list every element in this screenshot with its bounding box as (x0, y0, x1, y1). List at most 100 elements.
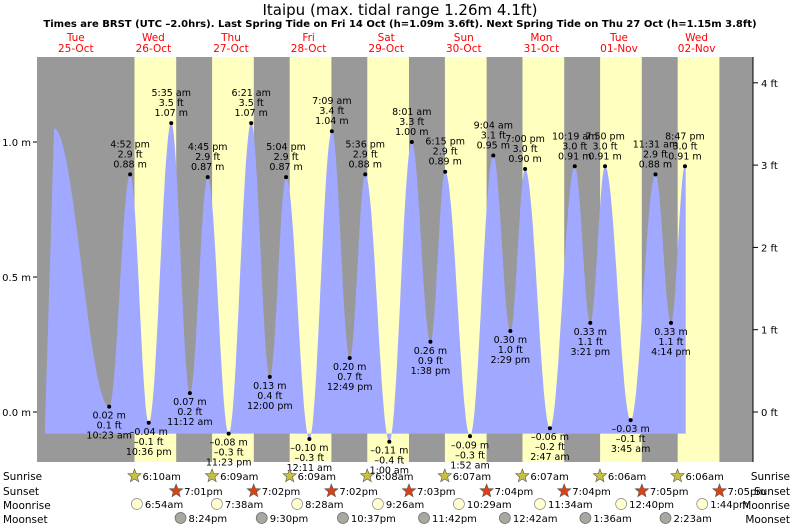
moonrise-row-label-right: Moonrise (742, 500, 790, 512)
sunset-row-label: Sunset (3, 486, 39, 498)
sunrise-row-label-right: Sunrise (751, 471, 790, 483)
day-date-label: 30-Oct (446, 43, 482, 55)
tide-point (468, 434, 473, 439)
tide-ft-label: 2.9 ft (274, 152, 299, 163)
tide-point (547, 426, 552, 431)
tide-point (187, 391, 192, 396)
tide-point (572, 164, 577, 169)
tide-ft-label: 2.9 ft (643, 149, 668, 160)
day-date-label: 25-Oct (58, 43, 94, 55)
moonset-icon (337, 512, 349, 524)
tide-point (682, 164, 687, 169)
moonset-time: 10:37pm (351, 514, 396, 525)
sunrise-icon (670, 468, 686, 483)
tide-m-label: 0.91 m (588, 151, 621, 162)
tide-ft-label: –0.3 ft (214, 448, 244, 459)
tide-point (387, 439, 392, 444)
sunset-icon (711, 483, 728, 498)
sunset-time: 7:02pm (262, 487, 301, 498)
tide-m-label: 1.00 m (395, 127, 428, 138)
sunset-icon (246, 483, 262, 498)
sunset-time: 7:03pm (417, 487, 456, 498)
tide-time-label: 12:49 pm (327, 382, 373, 393)
moonrise-icon (696, 498, 709, 510)
sunrise-row-label: Sunrise (3, 471, 42, 483)
day-date-label: 27-Oct (213, 43, 249, 55)
tide-m-label: –0.11 m (370, 446, 408, 457)
tide-m-label: 0.89 m (428, 157, 461, 168)
tide-m-label: 1.07 m (234, 108, 267, 119)
tide-ft-label: 0.7 ft (337, 372, 362, 383)
axes: 1.0 m 0.5 m 0.0 m 4 ft 3 ft 2 ft 1 ft 0 ft (2, 57, 778, 462)
right-tick-label: 2 ft (761, 243, 778, 254)
moonset-time: 1:36am (593, 514, 631, 525)
tide-point (653, 172, 658, 177)
tide-point (363, 172, 368, 177)
tide-m-label: 0.88 m (639, 159, 672, 170)
tide-ft-label: 2.9 ft (118, 149, 143, 160)
left-tick-label: 1.0 m (2, 138, 31, 149)
moonrise-time: 8:28am (305, 500, 343, 511)
tide-time-label: 11:31 am (633, 139, 678, 150)
moonset-icon (659, 512, 672, 524)
tide-ft-label: –0.4 ft (374, 456, 404, 467)
day-name-label: Wed (685, 32, 708, 44)
tide-m-label: 0.88 m (349, 159, 382, 170)
tide-point (588, 320, 593, 325)
moonset-row-label-right: Moonset (745, 514, 790, 525)
tide-m-label: –0.09 m (451, 440, 489, 451)
tide-m-label: 0.88 m (113, 159, 146, 170)
tide-m-label: 0.90 m (508, 154, 541, 165)
tide-ft-label: 3.0 ft (593, 141, 618, 152)
sunrise-icon (204, 468, 220, 483)
moonrise-icon (291, 498, 304, 510)
moonset-time: 8:24pm (189, 514, 228, 525)
tide-m-label: –0.08 m (210, 438, 248, 449)
moonrise-time: 11:34am (548, 500, 593, 511)
moonrise-time: 1:44pm (710, 500, 749, 511)
tide-time-label: 1:00 am (370, 466, 409, 477)
tide-point (107, 404, 112, 409)
tide-time-label: 2:47 am (530, 452, 569, 463)
sunset-time: 7:02pm (339, 487, 378, 498)
sunset-icon (401, 483, 417, 498)
tide-ft-label: 3.5 ft (159, 98, 184, 109)
tide-time-label: 8:47 pm (665, 131, 705, 142)
moonrise-icon (453, 498, 465, 510)
moonset-time: 12:42am (513, 514, 558, 525)
sunrise-icon (282, 468, 298, 483)
sunset-row-label-right: Sunset (754, 486, 790, 498)
tide-area (38, 123, 686, 442)
moonset-icon (579, 512, 592, 524)
sunrise-time: 6:10am (143, 472, 181, 483)
tide-point (307, 437, 312, 441)
moonrise-time: 12:40pm (629, 500, 674, 511)
tide-ft-label: –0.2 ft (535, 442, 565, 453)
tide-point (267, 374, 272, 379)
tide-time-label: 7:09 am (312, 96, 351, 107)
tide-ft-label: –0.1 ft (134, 437, 164, 448)
sunrise-time: 6:07am (530, 472, 568, 483)
tide-point (329, 129, 334, 134)
sunrise-time: 6:08am (375, 472, 413, 483)
tide-m-label: 1.07 m (155, 108, 188, 119)
day-name-label: Fri (302, 32, 315, 44)
tide-time-label: 11:12 am (167, 417, 212, 428)
sunset-time: 7:04pm (572, 487, 611, 498)
tide-ft-label: 2.9 ft (195, 152, 220, 163)
day-date-label: 02-Nov (678, 43, 716, 55)
tide-time-label: 2:29 pm (491, 355, 531, 366)
tide-ft-label: 0.4 ft (257, 391, 282, 402)
day-name-label: Mon (530, 32, 552, 44)
tide-m-label: 0.33 m (654, 327, 687, 338)
tide-m-label: –0.10 m (290, 443, 328, 454)
tide-ft-label: 0.1 ft (97, 421, 122, 432)
tide-point (205, 175, 210, 180)
moonset-row-label: Moonset (3, 514, 48, 525)
tide-m-label: –0.04 m (130, 427, 168, 438)
tide-ft-label: 3.4 ft (319, 106, 344, 117)
sunset-icon (479, 483, 495, 498)
moonrise-time: 10:29am (467, 500, 512, 511)
tide-m-label: 0.20 m (333, 362, 366, 373)
